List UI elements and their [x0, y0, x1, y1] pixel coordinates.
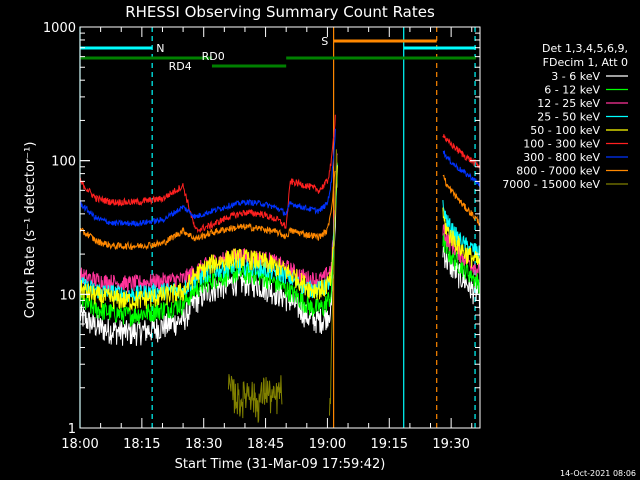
plot-frame — [79, 26, 481, 429]
x-tick-label: 18:30 — [185, 437, 222, 452]
series-line-100-300-kev — [79, 114, 481, 234]
legend-header-line-1: Det 1,3,4,5,6,9, — [542, 42, 628, 55]
legend — [606, 75, 628, 185]
x-axis-label: Start Time (31-Mar-09 17:59:42) — [175, 457, 386, 472]
rd4-label: RD4 — [169, 60, 192, 73]
rd0-label: RD0 — [202, 50, 225, 63]
timestamp: 14-Oct-2021 08:06 — [560, 469, 636, 478]
legend-label: 6 - 12 keV — [544, 84, 600, 97]
x-tick-label: 19:00 — [309, 437, 346, 452]
legend-label: 12 - 25 keV — [537, 97, 600, 110]
night-label: N — [156, 42, 164, 55]
x-tick-label: 18:45 — [247, 437, 284, 452]
legend-label: 50 - 100 keV — [530, 124, 600, 137]
x-tick-label: 19:15 — [371, 437, 408, 452]
series-line-300-800-kev — [79, 128, 481, 227]
saa-label: S — [321, 35, 328, 48]
x-tick-label: 18:00 — [61, 437, 98, 452]
series-line-6-12-kev — [79, 162, 481, 327]
series-line-3-6-kev — [79, 164, 481, 346]
y-axis-label: Count Rate (s⁻¹ detector⁻¹) — [23, 142, 38, 319]
series-line-800-7000-kev — [79, 170, 481, 251]
x-tick-label: 18:15 — [123, 437, 160, 452]
x-tick-label: 19:30 — [432, 437, 469, 452]
y-tick-label: 1 — [68, 422, 76, 437]
legend-label: 100 - 300 keV — [523, 138, 600, 151]
series-line-7000-15000-kev — [227, 149, 338, 423]
legend-header-line-2: FDecim 1, Att 0 — [543, 56, 628, 69]
legend-label: 7000 - 15000 keV — [502, 178, 600, 191]
legend-label: 300 - 800 keV — [523, 151, 600, 164]
y-tick-label: 10 — [59, 288, 76, 303]
series-line-50-100-kev — [79, 165, 481, 312]
legend-label: 25 - 50 keV — [537, 111, 600, 124]
y-tick-label: 1000 — [43, 21, 76, 36]
plot-area: N S RD0 RD4 1 10 100 1000 18:00 18:15 18:30 18:45 19… — [43, 21, 601, 452]
y-tick-label: 100 — [51, 155, 76, 170]
legend-label: 800 - 7000 keV — [516, 165, 600, 178]
chart-title: RHESSI Observing Summary Count Rates — [125, 3, 435, 21]
legend-label: 3 - 6 keV — [551, 70, 600, 83]
